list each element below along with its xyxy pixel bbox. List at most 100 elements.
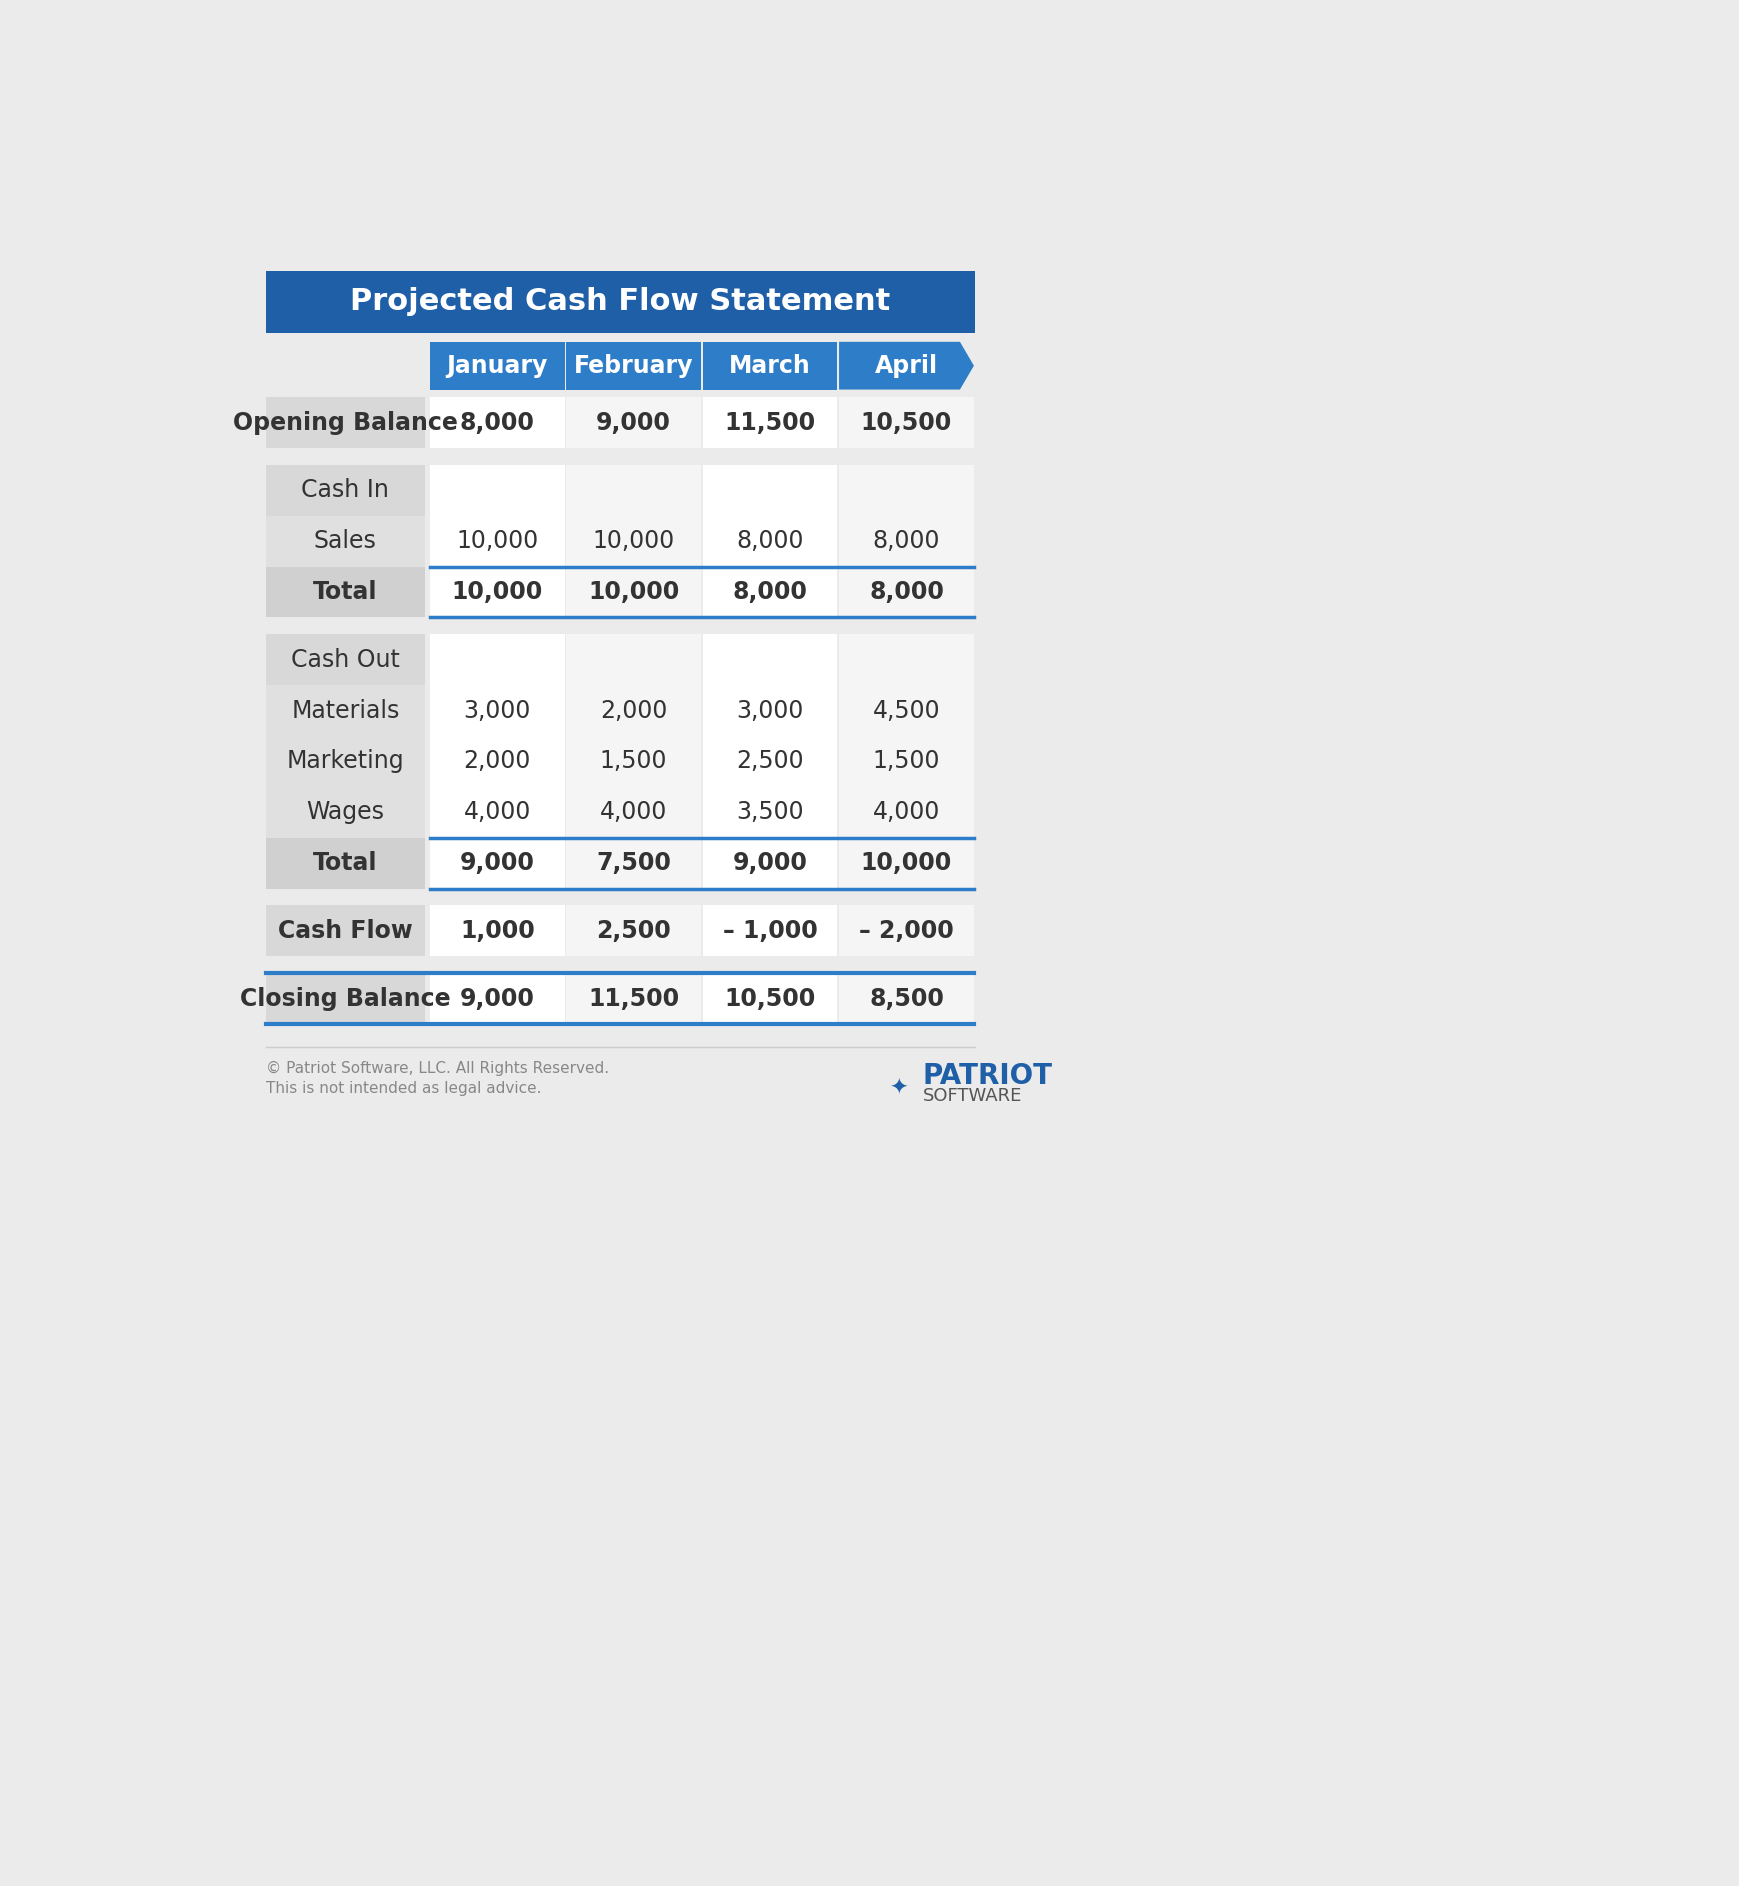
- Bar: [565, 973, 701, 1024]
- Bar: [838, 466, 974, 517]
- Text: March: March: [729, 355, 810, 377]
- Bar: [430, 517, 565, 566]
- Bar: [703, 398, 836, 449]
- Bar: [703, 837, 836, 888]
- Bar: [838, 566, 974, 617]
- Text: Opening Balance: Opening Balance: [233, 411, 457, 434]
- Bar: [838, 517, 974, 566]
- Text: 1,000: 1,000: [459, 918, 534, 943]
- Text: 10,000: 10,000: [593, 530, 675, 553]
- Text: Cash Out: Cash Out: [290, 647, 400, 671]
- Bar: [703, 685, 836, 736]
- Bar: [266, 736, 424, 786]
- Bar: [430, 566, 565, 617]
- Text: April: April: [875, 355, 937, 377]
- Text: 4,000: 4,000: [873, 800, 939, 824]
- Text: 1,500: 1,500: [873, 749, 939, 773]
- Bar: [266, 685, 424, 736]
- Bar: [838, 973, 974, 1024]
- Bar: [838, 786, 974, 837]
- Text: 3,500: 3,500: [736, 800, 803, 824]
- Text: 2,000: 2,000: [463, 749, 530, 773]
- Text: 8,000: 8,000: [868, 581, 943, 604]
- Text: 7,500: 7,500: [596, 851, 671, 875]
- Text: Cash Flow: Cash Flow: [278, 918, 412, 943]
- Text: February: February: [574, 355, 694, 377]
- Bar: [430, 786, 565, 837]
- Bar: [703, 736, 836, 786]
- Bar: [565, 566, 701, 617]
- Bar: [565, 905, 701, 956]
- Text: 10,000: 10,000: [588, 581, 678, 604]
- Bar: [266, 517, 424, 566]
- Bar: [565, 786, 701, 837]
- Text: 8,500: 8,500: [868, 986, 943, 1011]
- Text: 10,000: 10,000: [452, 581, 543, 604]
- Text: 11,500: 11,500: [723, 411, 816, 434]
- Bar: [430, 837, 565, 888]
- Bar: [565, 837, 701, 888]
- Text: Cash In: Cash In: [301, 479, 390, 502]
- Text: 9,000: 9,000: [459, 851, 534, 875]
- Bar: [838, 685, 974, 736]
- Bar: [266, 973, 424, 1024]
- Bar: [565, 685, 701, 736]
- Bar: [703, 905, 836, 956]
- Bar: [703, 973, 836, 1024]
- Bar: [838, 634, 974, 685]
- Text: 10,000: 10,000: [456, 530, 537, 553]
- Text: ✦: ✦: [889, 1079, 906, 1100]
- Text: 8,000: 8,000: [459, 411, 534, 434]
- Bar: [266, 272, 976, 332]
- Text: 3,000: 3,000: [463, 698, 530, 722]
- Text: 1,500: 1,500: [600, 749, 668, 773]
- Bar: [430, 634, 565, 685]
- Bar: [565, 736, 701, 786]
- Text: 8,000: 8,000: [873, 530, 939, 553]
- Bar: [430, 398, 565, 449]
- Bar: [838, 736, 974, 786]
- Bar: [266, 466, 424, 517]
- Bar: [430, 466, 565, 517]
- Bar: [703, 466, 836, 517]
- Bar: [266, 786, 424, 837]
- Text: 4,000: 4,000: [600, 800, 668, 824]
- Bar: [430, 905, 565, 956]
- Bar: [838, 905, 974, 956]
- Polygon shape: [838, 341, 974, 390]
- Text: 8,000: 8,000: [732, 581, 807, 604]
- Bar: [703, 786, 836, 837]
- Bar: [838, 398, 974, 449]
- Text: Marketing: Marketing: [287, 749, 403, 773]
- Bar: [430, 973, 565, 1024]
- Text: 11,500: 11,500: [588, 986, 678, 1011]
- Text: Wages: Wages: [306, 800, 384, 824]
- Bar: [266, 905, 424, 956]
- Text: 10,000: 10,000: [861, 851, 951, 875]
- Bar: [565, 517, 701, 566]
- Text: Projected Cash Flow Statement: Projected Cash Flow Statement: [350, 287, 890, 317]
- Text: Sales: Sales: [313, 530, 377, 553]
- Bar: [565, 398, 701, 449]
- Text: January: January: [447, 355, 548, 377]
- Bar: [430, 341, 565, 390]
- Text: Total: Total: [313, 581, 377, 604]
- Bar: [565, 341, 701, 390]
- Text: 8,000: 8,000: [736, 530, 803, 553]
- Text: SOFTWARE: SOFTWARE: [922, 1088, 1021, 1105]
- Text: 2,500: 2,500: [596, 918, 671, 943]
- Text: – 2,000: – 2,000: [859, 918, 953, 943]
- Text: 10,500: 10,500: [723, 986, 816, 1011]
- Text: 4,000: 4,000: [463, 800, 530, 824]
- Bar: [266, 837, 424, 888]
- Text: Closing Balance: Closing Balance: [240, 986, 450, 1011]
- Bar: [703, 341, 836, 390]
- Bar: [565, 466, 701, 517]
- Text: 4,500: 4,500: [873, 698, 939, 722]
- Bar: [266, 566, 424, 617]
- Text: 2,000: 2,000: [600, 698, 668, 722]
- Text: 9,000: 9,000: [596, 411, 671, 434]
- Bar: [703, 517, 836, 566]
- Text: Materials: Materials: [290, 698, 400, 722]
- Text: 2,500: 2,500: [736, 749, 803, 773]
